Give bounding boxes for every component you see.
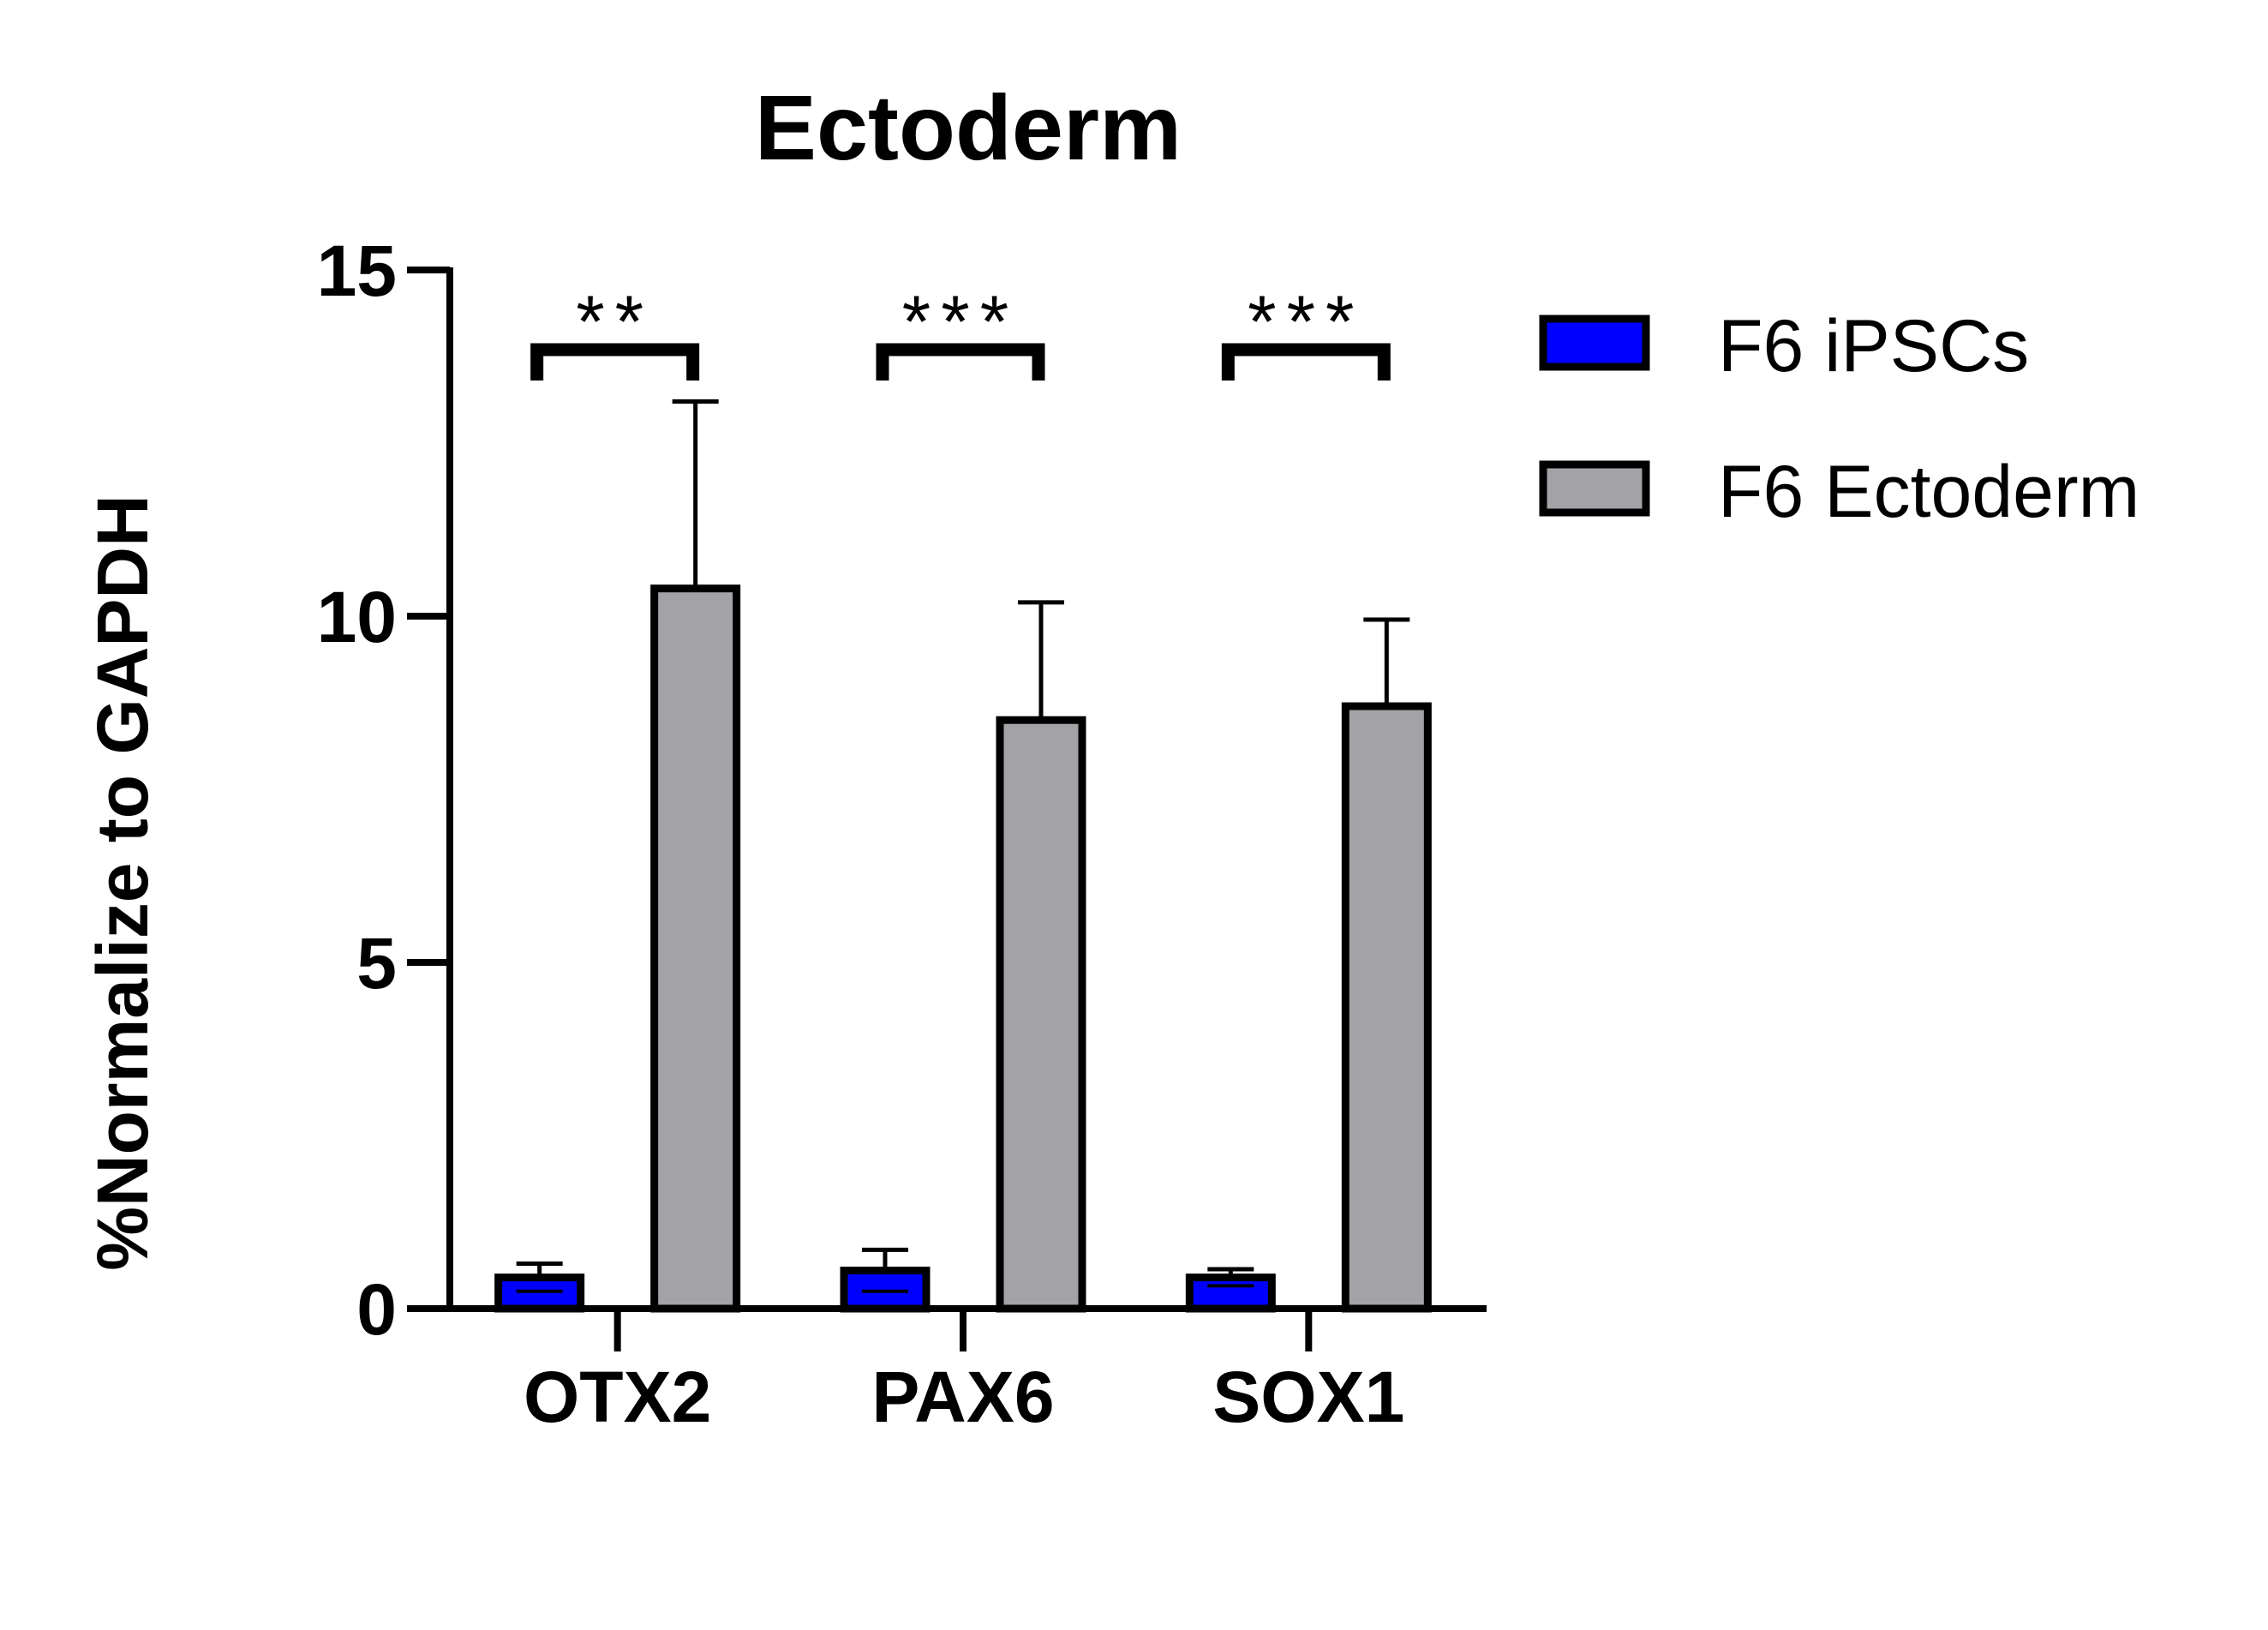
y-tick-label: 15: [317, 231, 397, 311]
x-category-label: SOX1: [1212, 1357, 1404, 1437]
significance-bracket: [876, 343, 1045, 381]
bar: [840, 1267, 931, 1313]
bar: [494, 1273, 585, 1313]
y-tick-label: 0: [356, 1269, 397, 1350]
axes: 0 5 10 15 OTX2 PAX6 SOX1: [317, 231, 1487, 1437]
significance-label: **: [576, 281, 654, 363]
y-axis-label: %Normalize to GAPDH: [82, 494, 163, 1270]
x-category-label: PAX6: [871, 1357, 1054, 1437]
y-tick-label: 5: [356, 923, 397, 1004]
bar: [1185, 1273, 1276, 1313]
bar: [996, 716, 1086, 1313]
significance-group: ** *** ***: [530, 281, 1391, 381]
legend-label: F6 Ectoderm: [1718, 451, 2139, 533]
y-tick-label: 10: [317, 577, 397, 657]
significance-label: ***: [1248, 281, 1364, 363]
significance-label: ***: [902, 281, 1019, 363]
legend-label: F6 iPSCs: [1718, 305, 2029, 387]
chart-title: Ectoderm: [755, 75, 1182, 179]
legend-swatch: [1539, 460, 1650, 517]
legend-swatch: [1539, 315, 1650, 371]
bars-group: [494, 399, 1432, 1313]
legend: F6 iPSCs F6 Ectoderm: [1539, 305, 2139, 533]
bar: [650, 584, 741, 1313]
significance-bracket: [1221, 343, 1391, 381]
x-category-label: OTX2: [524, 1357, 711, 1437]
significance-bracket: [530, 343, 700, 381]
bar: [1341, 702, 1432, 1313]
